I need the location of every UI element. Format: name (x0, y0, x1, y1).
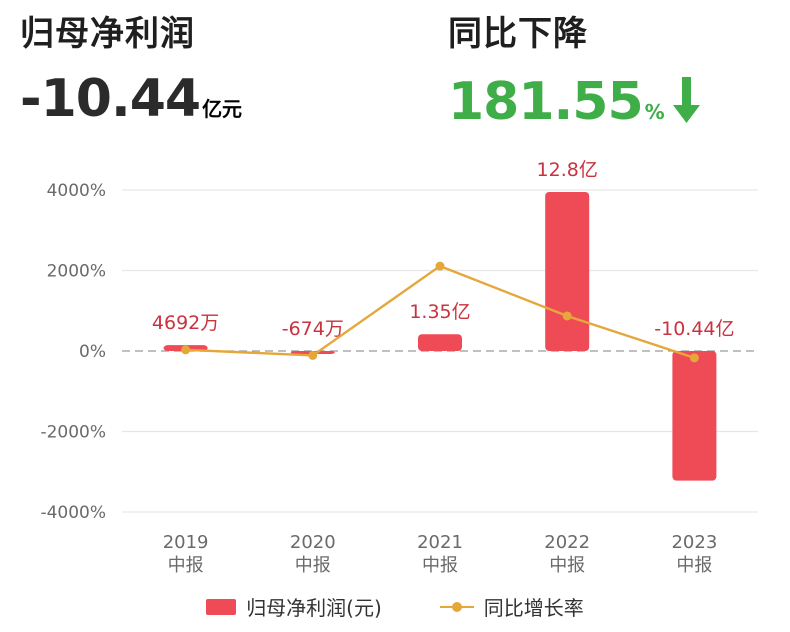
kpi-net-profit-value: -10.44 (20, 69, 201, 129)
legend-label-net-profit: 归母净利润(元) (246, 596, 382, 620)
growth-rate-point (308, 350, 318, 360)
kpi-net-profit-label: 归母净利润 (20, 14, 195, 54)
legend-swatch-line (439, 601, 474, 613)
kpi-net-profit-unit: 亿元 (202, 97, 243, 121)
bar (672, 351, 717, 481)
bar (545, 192, 590, 351)
x-tick-label-period: 中报 (422, 555, 458, 576)
growth-rate-point (689, 353, 699, 363)
bar (418, 334, 462, 351)
legend-item-net-profit: 归母净利润(元) (206, 592, 382, 621)
legend-item-growth-rate: 同比增长率 (439, 592, 584, 621)
x-tick-label-year: 2023 (671, 532, 717, 553)
bar-data-label: 12.8亿 (537, 159, 598, 181)
y-tick-label: -4000% (40, 503, 106, 523)
growth-rate-point (562, 311, 572, 321)
y-tick-label: -2000% (40, 423, 106, 443)
combo-chart: 4000% 2000% 0% -2000% -4000% 4692万 -674万 1.35亿 1… (40, 159, 758, 576)
growth-rate-point (435, 261, 445, 271)
bar-data-label: 4692万 (152, 312, 219, 334)
kpi-net-profit: 归母净利润 -10.44 亿元 (20, 6, 242, 129)
legend-label-growth-rate: 同比增长率 (483, 596, 584, 620)
x-tick-label-year: 2019 (163, 532, 209, 553)
growth-rate-point (181, 345, 191, 355)
bar-data-label: -10.44亿 (654, 318, 734, 340)
x-tick-label-period: 中报 (676, 555, 712, 576)
kpi-yoy-value: 181.55 (448, 72, 644, 132)
chart-legend: 归母净利润(元) 同比增长率 (0, 592, 790, 621)
kpi-yoy-unit: % (644, 100, 665, 124)
kpi-yoy-change: 同比下降 181.55 % (448, 6, 703, 132)
x-tick-label-year: 2020 (290, 532, 336, 553)
x-tick-label-year: 2022 (544, 532, 590, 553)
arrow-down-icon (669, 75, 703, 129)
kpi-yoy-label: 同比下降 (448, 14, 588, 54)
x-tick-label-period: 中报 (295, 555, 331, 576)
bar-data-label: 1.35亿 (409, 301, 470, 323)
x-tick-label-period: 中报 (549, 555, 585, 576)
y-tick-label: 2000% (47, 262, 106, 282)
legend-swatch-bar (206, 598, 237, 615)
x-tick-label-year: 2021 (417, 532, 463, 553)
bar-data-label: -674万 (282, 318, 344, 340)
y-tick-label: 0% (79, 342, 106, 362)
x-tick-label-period: 中报 (168, 555, 204, 576)
y-tick-label: 4000% (47, 181, 106, 201)
